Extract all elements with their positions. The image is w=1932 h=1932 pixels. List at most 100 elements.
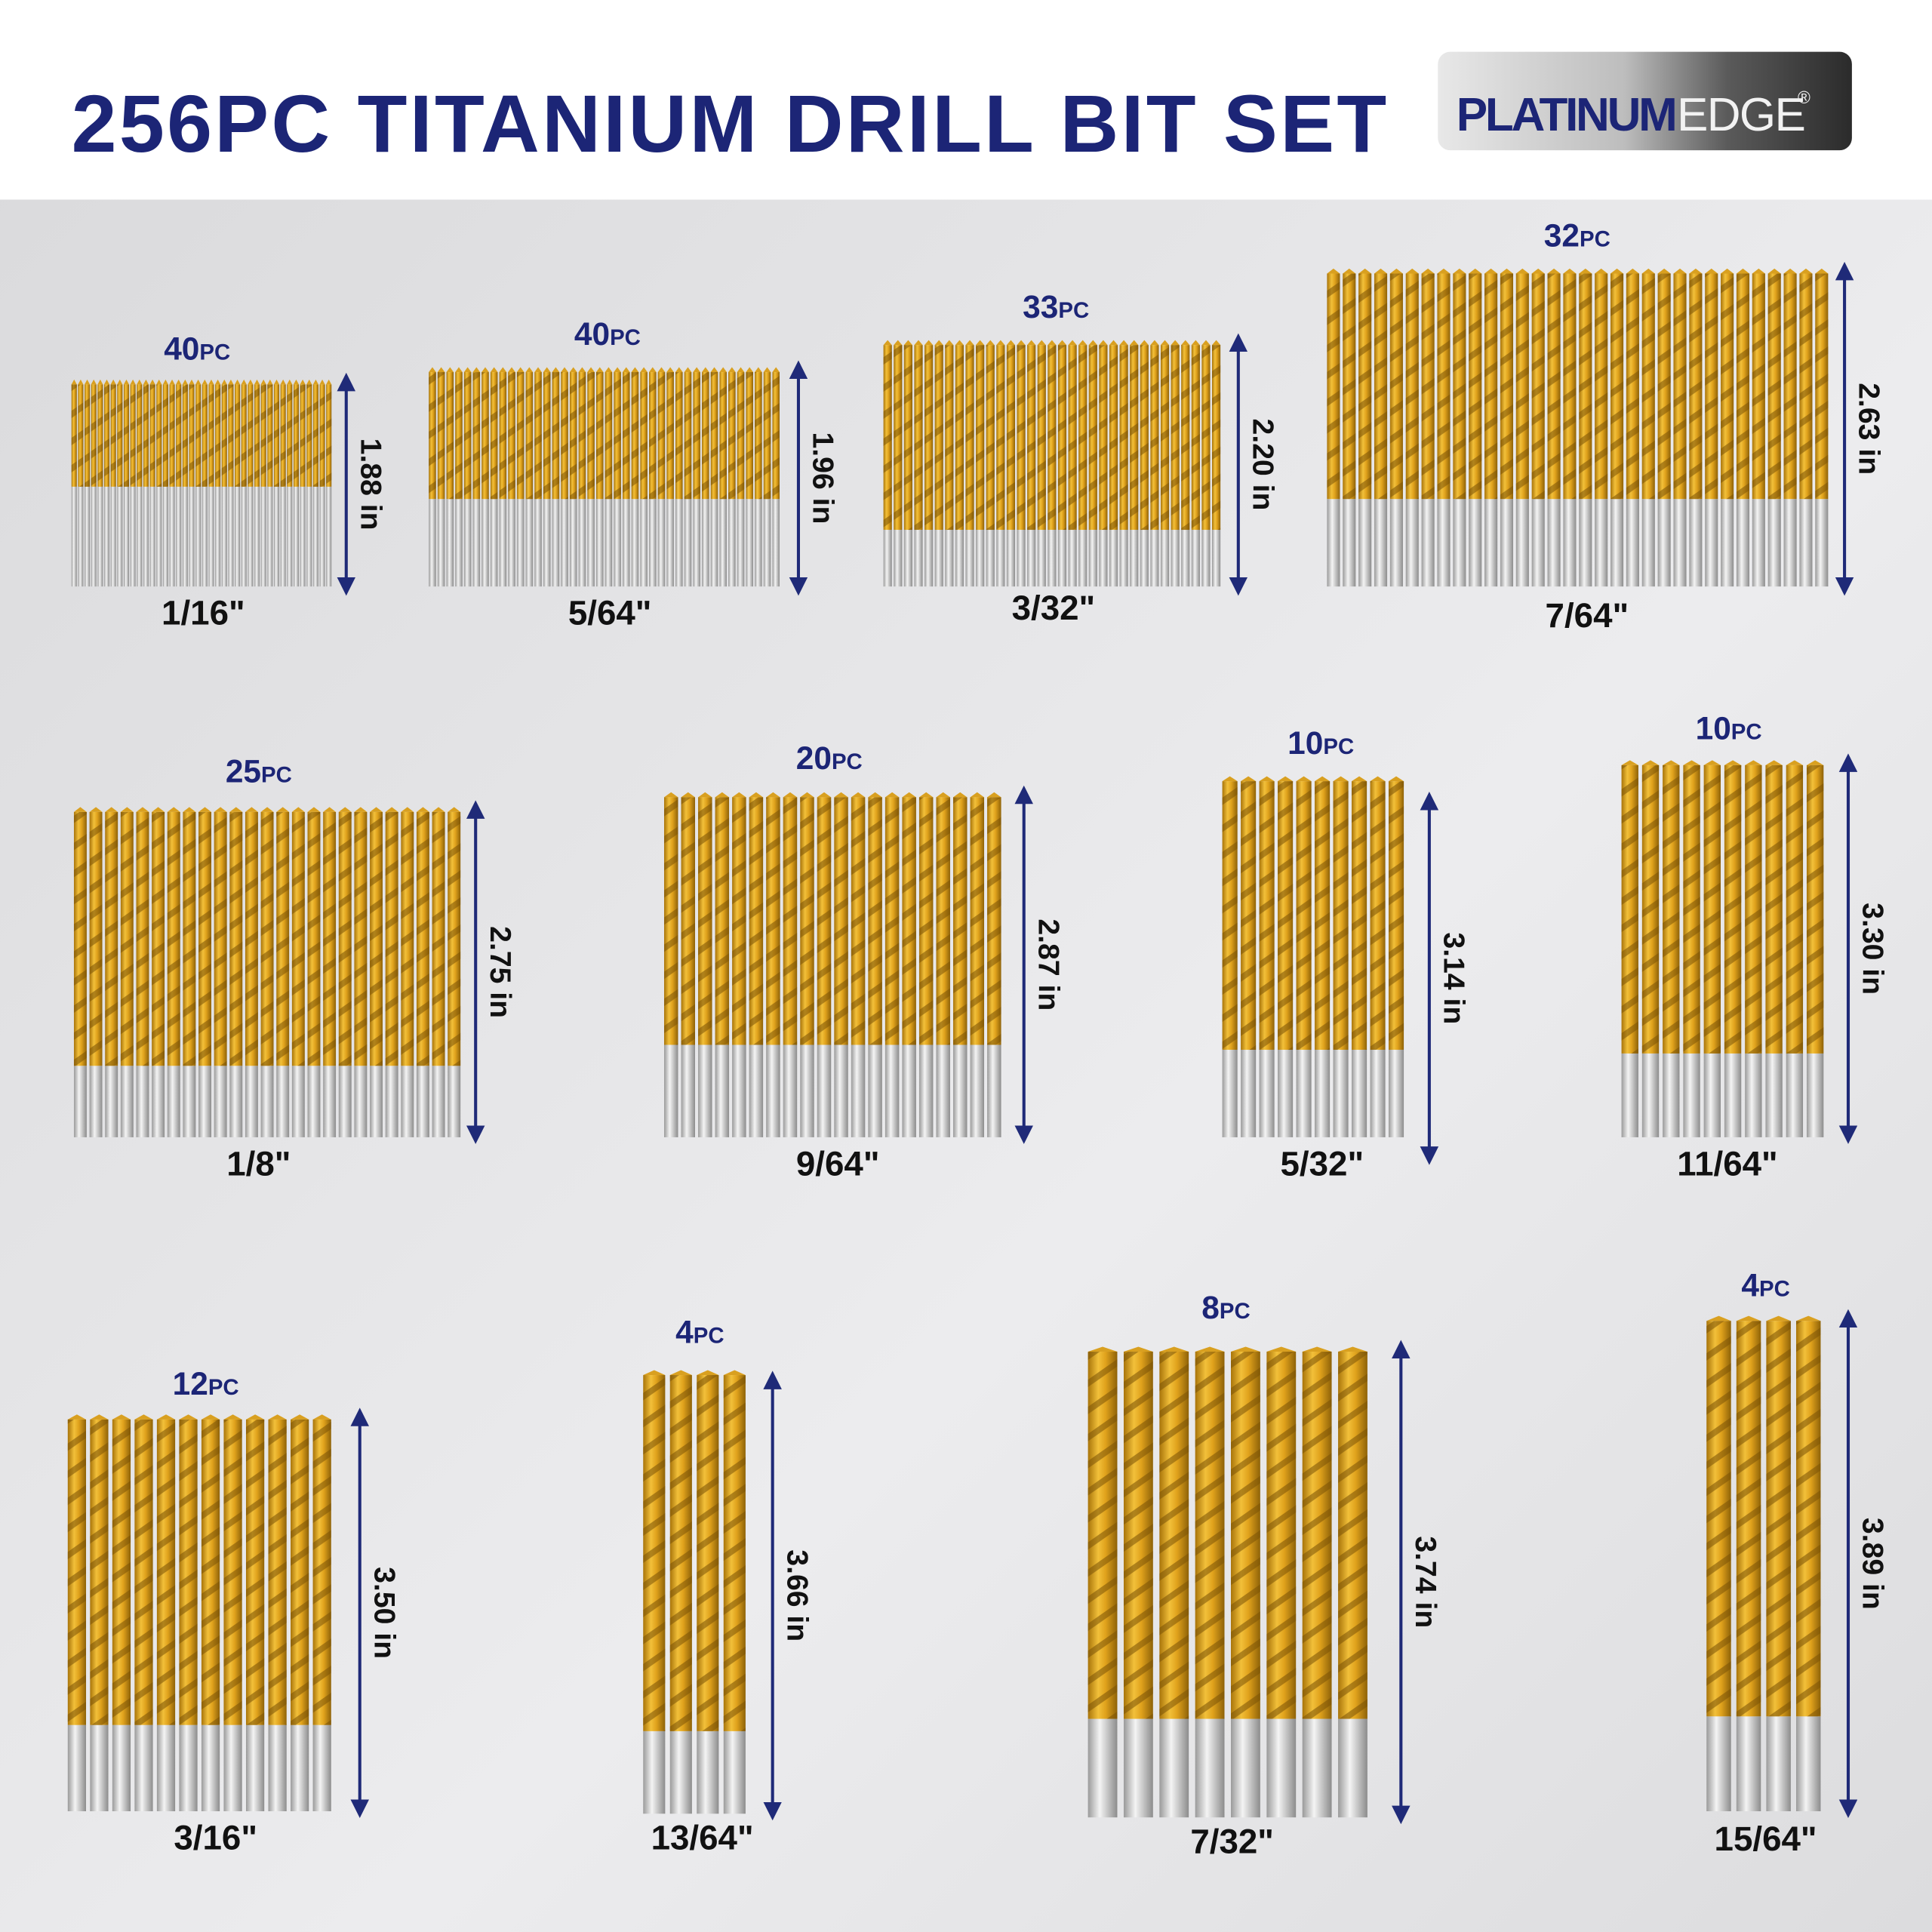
bit-shank [241,486,247,587]
bit-flute-shade [1374,273,1388,500]
bit-shank [1027,530,1036,587]
count-unit: PC [1220,1299,1251,1324]
bit-tip [783,792,798,798]
count: 33 [1023,289,1058,325]
bit-shank [291,1724,309,1811]
bit-tip [851,792,866,798]
bit-tip [945,340,954,346]
bit-shank [508,499,515,587]
bit-tip [1515,268,1529,274]
bit-shank [749,1044,764,1137]
bit-flute-shade [183,811,196,1066]
bit-tip [1088,340,1097,346]
bit-tip [215,379,221,385]
bit-flute-shade [723,1375,746,1731]
bit-shank [312,486,318,587]
bit-shank [894,530,903,587]
bit-flute-shade [1796,1321,1821,1717]
bit-tip [675,367,683,373]
bit-tip [1352,776,1367,782]
bit-shank [595,499,604,587]
bits [67,1414,331,1811]
bit-tip [221,379,227,385]
count-label: 8PC [1201,1290,1250,1325]
bit-flute-shade [1057,345,1067,531]
count-unit: PC [1580,227,1611,252]
size-label: 1/16" [162,594,245,632]
bit-flute-shade [228,384,234,487]
count: 32 [1544,218,1580,254]
bit-shank [1374,499,1388,587]
bit-shank [162,486,168,587]
bit-shank [884,1044,900,1137]
bit-shank [1563,499,1577,587]
bit-flute-shade [235,384,241,487]
bit-flute-shade [152,811,165,1066]
bit-shank [1211,530,1221,587]
bit-tip [1563,268,1577,274]
bit-flute-shade [1563,273,1577,500]
bit-flute-shade [1099,345,1108,531]
bit-flute-shade [640,372,648,500]
bit-flute-shade [1389,781,1404,1051]
bit-tip [437,367,445,373]
bit-tip [1736,268,1750,274]
length-label: 2.75 in [484,926,516,1018]
bit-group: 8PC 3.74 in 7/32" [1088,1290,1441,1861]
bit-flute-shade [1181,345,1190,531]
bit-flute-shade [481,372,489,500]
bit-tip [643,1370,666,1376]
bit-group: 10PC 3.14 in 5/32" [1222,725,1469,1183]
bit-shank [1736,1716,1761,1811]
bit-shank [448,1066,461,1137]
bit-tip [1130,340,1139,346]
bit-tip [903,340,912,346]
bit-shank [1815,499,1829,587]
bit-tip [516,367,525,373]
bit-tip [287,379,293,385]
bit-tip [1641,760,1660,765]
length-label: 3.50 in [368,1567,400,1659]
bit-shank [429,499,436,587]
bit-shank [254,486,260,587]
bits [883,340,1221,587]
bit-shank [1099,530,1108,587]
bit-tip [136,807,149,812]
bit-flute-shade [162,384,168,487]
bit-flute-shade [883,345,892,531]
bit-flute-shade [260,811,274,1066]
bit-tip [214,807,227,812]
bit-flute-shade [772,372,780,500]
bit-shank [137,486,143,587]
bit-tip [622,367,630,373]
bit-flute-shade [1610,273,1624,500]
count-label: 12PC [173,1366,239,1401]
bit-tip [1140,340,1149,346]
bit-flute-shade [817,797,832,1045]
bit-flute-shade [675,372,683,500]
size-label: 5/32" [1281,1145,1364,1183]
bit-flute-shade [1765,764,1783,1054]
bit-tip [1211,340,1221,346]
bit-flute-shade [229,811,243,1066]
bit-shank [1370,1050,1386,1137]
bits [1621,760,1824,1137]
count-label: 40PC [164,331,230,367]
bit-flute-shade [215,384,221,487]
bit-flute-shade [137,384,143,487]
bit-shank [1767,499,1781,587]
bit-shank [179,1724,198,1811]
bit-tip [169,379,175,385]
bit-flute-shade [1786,764,1804,1054]
bit-shank [287,486,293,587]
bit-tip [1673,268,1687,274]
count-unit: PC [1323,734,1354,759]
bit-shank [385,1066,398,1137]
bits [664,792,1001,1137]
bit-tip [669,1370,692,1376]
bit-shank [463,499,472,587]
count: 10 [1696,711,1731,746]
bit-shank [89,1066,103,1137]
bit-flute-shade [976,345,985,531]
bit-flute-shade [1078,345,1088,531]
